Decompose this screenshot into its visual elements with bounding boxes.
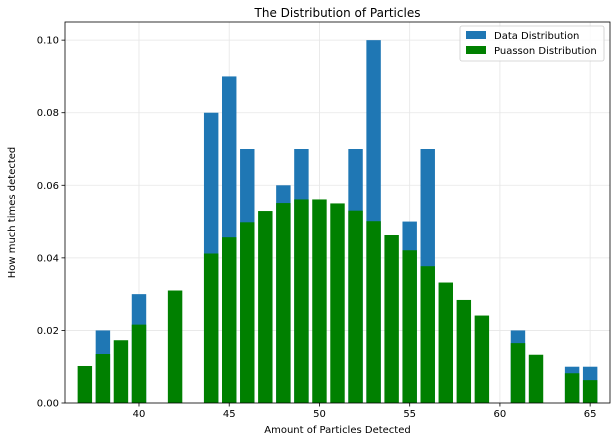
bar-puasson-distribution: [438, 282, 453, 403]
bar-puasson-distribution: [330, 203, 345, 403]
bar-puasson-distribution: [113, 340, 129, 403]
bar-puasson-distribution: [510, 343, 526, 403]
y-tick-label: 0.08: [37, 108, 59, 119]
bar-puasson-distribution: [384, 234, 399, 403]
bar-puasson-distribution: [167, 290, 183, 403]
bar-puasson-distribution: [474, 315, 490, 403]
y-tick-label: 0.06: [37, 181, 59, 192]
bar-puasson-distribution: [258, 211, 273, 403]
bar-puasson-distribution: [582, 380, 598, 403]
bar-puasson-distribution: [95, 354, 111, 403]
legend-box: [459, 25, 605, 62]
x-tick-label: 55: [403, 409, 416, 420]
bar-puasson-distribution: [240, 222, 255, 403]
legend-label-puasson-distribution: Puasson Distribution: [494, 46, 597, 57]
legend-swatch-data-distribution: [466, 31, 486, 39]
bar-puasson-distribution: [456, 299, 472, 403]
bar-puasson-distribution: [294, 199, 309, 403]
bar-puasson-distribution: [564, 373, 580, 403]
bar-puasson-distribution: [77, 365, 93, 403]
y-axis-label: How much times detected: [7, 147, 18, 279]
bars: [77, 40, 598, 404]
y-tick-label: 0.00: [37, 399, 59, 410]
ticks: 40 45 50 55 60 65 0.00 0.02 0.04 0.06 0.08 0.10: [37, 36, 597, 420]
y-tick-label: 0.04: [37, 253, 59, 264]
y-tick-label: 0.02: [37, 326, 59, 337]
legend-label-data-distribution: Data Distribution: [494, 31, 579, 42]
legend: Data Distribution Puasson Distribution: [459, 25, 605, 62]
chart-title: The Distribution of Particles: [254, 6, 421, 20]
y-tick-label: 0.10: [37, 36, 59, 47]
bar-puasson-distribution: [420, 266, 435, 403]
bar-puasson-distribution: [203, 253, 219, 403]
plot-frame: [64, 21, 611, 404]
x-tick-label: 40: [133, 409, 146, 420]
bar-puasson-distribution: [276, 203, 291, 403]
bar-puasson-distribution: [222, 237, 237, 403]
x-tick-label: 45: [223, 409, 236, 420]
x-axis-label: Amount of Particles Detected: [264, 425, 410, 436]
x-tick-label: 50: [313, 409, 326, 420]
bar-puasson-distribution: [348, 210, 363, 403]
bar-puasson-distribution: [528, 354, 544, 403]
x-tick-label: 65: [584, 409, 597, 420]
x-tick-label: 60: [494, 409, 507, 420]
bar-puasson-distribution: [366, 221, 381, 403]
legend-swatch-puasson-distribution: [466, 46, 486, 54]
bar-puasson-distribution: [312, 199, 327, 403]
bar-puasson-distribution: [402, 250, 417, 403]
bar-puasson-distribution: [131, 324, 147, 403]
